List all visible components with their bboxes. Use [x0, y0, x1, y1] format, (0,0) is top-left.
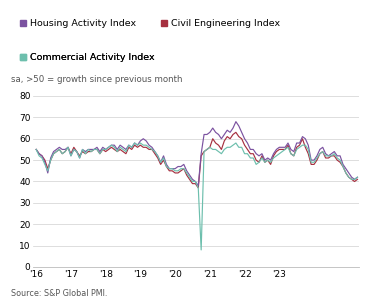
Text: sa, >50 = growth since previous month: sa, >50 = growth since previous month — [10, 76, 182, 85]
Text: Source: S&P Global PMI.: Source: S&P Global PMI. — [11, 290, 107, 298]
Legend: Commercial Activity Index: Commercial Activity Index — [15, 50, 159, 66]
